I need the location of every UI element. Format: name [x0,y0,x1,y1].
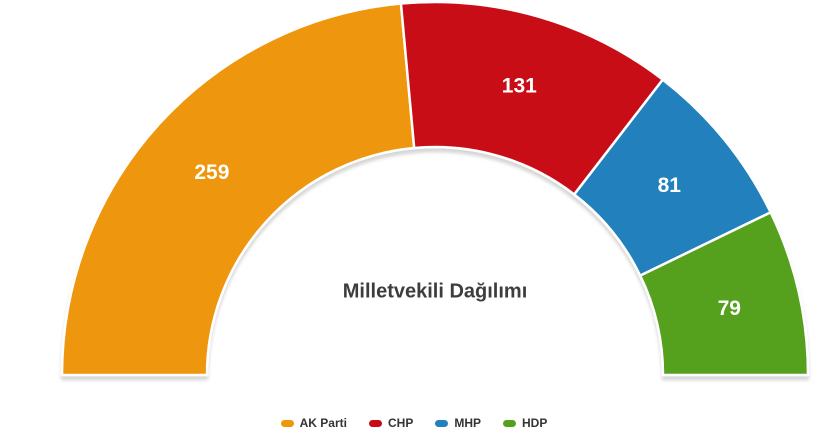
data-label-chp: 131 [502,75,537,98]
legend-item-label: MHP [454,416,481,430]
legend-item-label: HDP [522,416,548,430]
pie-slice-ak-parti[interactable] [60,2,416,377]
data-labels-group: 259 131 81 79 [194,75,741,320]
legend-marker-icon [368,419,382,427]
legend-marker-icon [280,419,294,427]
semi-donut-chart: 259 131 81 79 [60,0,810,377]
legend-marker-icon [503,419,516,427]
legend-item-hdp[interactable]: HDP [503,416,547,430]
legend: AK Parti CHP MHP HDP [0,416,828,430]
pie-slice-hdp[interactable] [638,211,810,377]
legend-item-chp[interactable]: CHP [368,416,414,430]
legend-item-mhp[interactable]: MHP [435,416,481,430]
legend-item-label: AK Parti [299,416,347,430]
legend-item-ak-parti[interactable]: AK Parti [280,416,347,430]
data-label-ak-parti: 259 [194,161,229,184]
legend-marker-icon [435,419,449,427]
legend-item-label: CHP [387,416,414,430]
data-label-hdp: 79 [718,297,741,320]
pie-slices-group [60,0,810,377]
data-label-mhp: 81 [658,174,682,197]
chart-title: Milletvekili Dağılımı [342,280,528,303]
